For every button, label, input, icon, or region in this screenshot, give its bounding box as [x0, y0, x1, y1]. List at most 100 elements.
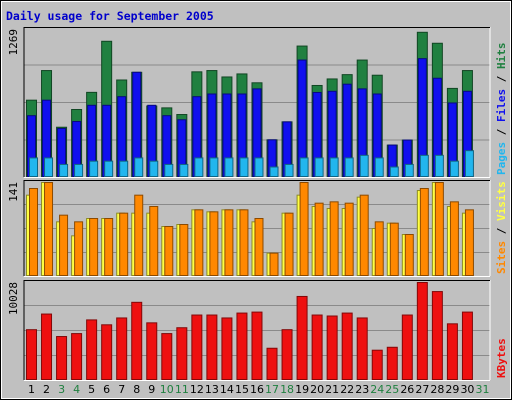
legend-top: Pages / Files / Hits: [495, 43, 508, 176]
x-tick-label-day-28: 28: [430, 383, 444, 396]
bar-kbytes-day-13: [206, 314, 218, 381]
bar-pages-day-28: [434, 154, 444, 177]
bar-sites-day-8: [134, 194, 144, 277]
bar-pages-day-22: [344, 157, 354, 177]
bar-pages-day-16: [254, 157, 264, 177]
bar-kbytes-day-15: [236, 312, 248, 381]
x-tick-label-day-27: 27: [415, 383, 429, 396]
bar-sites-day-30: [464, 209, 474, 276]
bar-pages-day-25: [389, 166, 399, 177]
x-tick-label-day-24: 24: [370, 383, 384, 396]
panel-max-label: 1269: [7, 29, 20, 56]
bar-kbytes-day-12: [191, 314, 203, 381]
bar-sites-day-9: [149, 206, 159, 276]
bar-sites-day-10: [164, 226, 174, 276]
bar-sites-day-19: [299, 182, 309, 276]
bar-pages-day-19: [299, 157, 309, 177]
x-tick-label-day-6: 6: [103, 383, 110, 396]
bar-sites-day-4: [74, 221, 84, 276]
bar-pages-day-6: [104, 160, 114, 177]
x-tick-label-day-16: 16: [250, 383, 264, 396]
bar-kbytes-day-5: [86, 319, 98, 381]
bar-kbytes-day-27: [416, 282, 428, 380]
bar-kbytes-day-24: [371, 349, 383, 381]
bar-kbytes-day-18: [281, 329, 293, 380]
x-tick-label-day-2: 2: [43, 383, 50, 396]
bar-kbytes-day-7: [116, 317, 128, 381]
panel-middle: 141: [7, 180, 491, 277]
legend-entry-pages: Pages: [495, 142, 508, 175]
bar-sites-day-25: [389, 222, 399, 277]
legend-entry-hits: Hits: [495, 43, 508, 70]
bar-pages-day-20: [314, 157, 324, 177]
legend-middle: Sites / Visits: [495, 181, 508, 274]
bar-sites-day-14: [224, 209, 234, 276]
legend-separator: /: [495, 69, 508, 89]
bar-kbytes-day-20: [311, 314, 323, 381]
bar-sites-day-29: [449, 201, 459, 276]
legend-separator: /: [495, 122, 508, 142]
bar-kbytes-day-4: [71, 333, 83, 380]
bar-pages-day-7: [119, 160, 129, 177]
x-tick-label-day-12: 12: [190, 383, 204, 396]
bar-kbytes-day-30: [461, 311, 473, 381]
bar-sites-day-16: [254, 218, 264, 276]
x-axis-tick-labels: 1 2 3 4 5 6 7 8 9 10 11 12 13 14 15 16 17 18 19 20 21 22 23 24 2…: [28, 383, 489, 396]
legend-entry-visits: Visits: [495, 181, 508, 221]
x-tick-label-day-11: 11: [175, 383, 189, 396]
bar-sites-day-23: [359, 194, 369, 277]
bar-sites-day-18: [284, 212, 294, 277]
bar-pages-day-17: [269, 166, 279, 177]
bar-pages-day-24: [374, 157, 384, 177]
x-tick-label-day-15: 15: [235, 383, 249, 396]
x-tick-label-day-1: 1: [28, 383, 35, 396]
x-tick-label-day-9: 9: [148, 383, 155, 396]
bar-pages-day-15: [239, 157, 249, 177]
bar-kbytes-day-3: [56, 336, 68, 380]
x-tick-label-day-25: 25: [385, 383, 399, 396]
x-tick-label-day-19: 19: [295, 383, 309, 396]
bar-pages-day-5: [89, 160, 99, 177]
bar-pages-day-26: [404, 163, 414, 177]
bar-kbytes-day-9: [146, 322, 158, 380]
x-tick-label-day-31: 31: [475, 383, 489, 396]
bar-pages-day-2: [44, 157, 54, 177]
bar-pages-day-11: [179, 163, 189, 177]
bar-sites-day-26: [404, 234, 414, 276]
bar-pages-day-21: [329, 157, 339, 177]
x-tick-label-day-13: 13: [205, 383, 219, 396]
x-tick-label-day-23: 23: [355, 383, 369, 396]
bar-sites-day-20: [314, 202, 324, 277]
bar-kbytes-day-22: [341, 312, 353, 381]
bar-pages-day-4: [74, 163, 84, 177]
x-tick-label-day-3: 3: [58, 383, 65, 396]
x-tick-label-day-8: 8: [133, 383, 140, 396]
bar-kbytes-day-16: [251, 311, 263, 381]
bar-sites-day-6: [104, 218, 114, 276]
bar-pages-day-13: [209, 157, 219, 177]
bar-sites-day-11: [179, 224, 189, 276]
bar-kbytes-day-29: [446, 323, 458, 380]
bar-pages-day-23: [359, 154, 369, 177]
chart-title: Daily usage for September 2005: [6, 9, 214, 23]
right-legends: Pages / Files / Hits Sites / Visits KBytes: [495, 43, 508, 379]
x-tick-label-day-5: 5: [88, 383, 95, 396]
legend-separator: /: [495, 221, 508, 241]
legend-entry-kbytes: KBytes: [495, 338, 508, 378]
x-tick-label-day-21: 21: [325, 383, 339, 396]
x-tick-label-day-14: 14: [220, 383, 234, 396]
bar-sites-day-27: [419, 188, 429, 276]
bar-kbytes-day-14: [221, 317, 233, 381]
bar-kbytes-day-11: [176, 327, 188, 380]
panel-max-label: 10028: [7, 282, 20, 315]
x-tick-label-day-10: 10: [160, 383, 174, 396]
bar-sites-day-24: [374, 221, 384, 276]
panel-max-label: 141: [7, 182, 20, 202]
bar-sites-day-1: [29, 188, 38, 276]
bar-pages-day-18: [284, 163, 294, 177]
bar-pages-day-10: [164, 163, 174, 177]
bar-kbytes-day-6: [101, 324, 113, 380]
x-tick-label-day-20: 20: [310, 383, 324, 396]
